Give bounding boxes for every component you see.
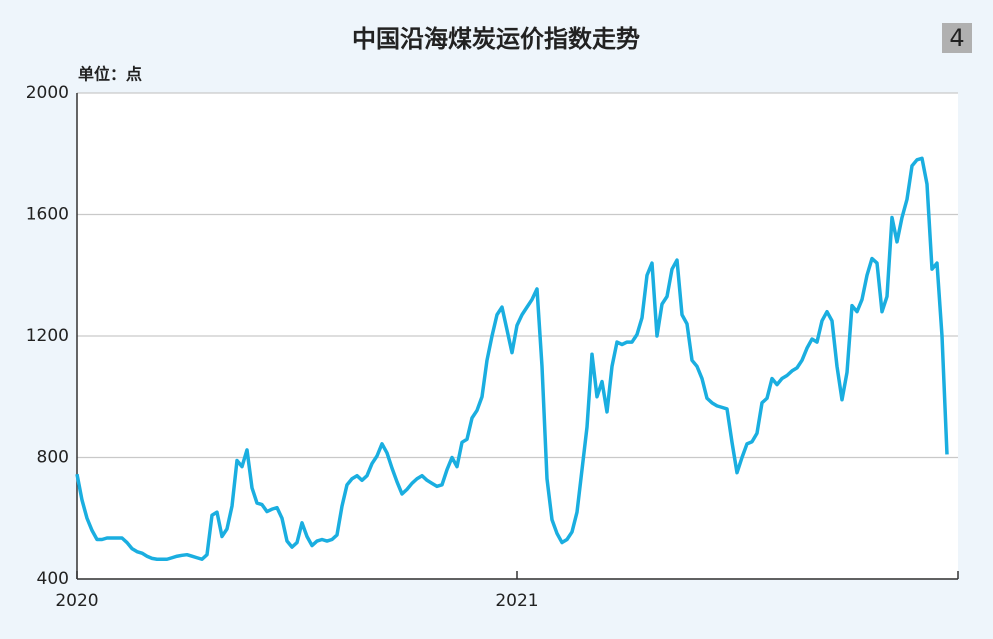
badge-box bbox=[942, 23, 972, 53]
line-series bbox=[75, 156, 949, 562]
y-tick-label: 1200 bbox=[26, 326, 69, 346]
x-tick-label: 2021 bbox=[495, 591, 538, 611]
x-tick-label: 2020 bbox=[55, 591, 98, 611]
y-tick-label: 1600 bbox=[26, 205, 69, 225]
chart-title: 中国沿海煤炭运价指数走势 bbox=[352, 25, 640, 53]
y-tick-label: 400 bbox=[37, 569, 69, 589]
y-tick-label: 800 bbox=[37, 448, 69, 468]
y-axis-label: 单位：点 bbox=[78, 65, 142, 84]
badge: 4 bbox=[949, 24, 964, 52]
y-tick-label: 2000 bbox=[26, 83, 69, 103]
